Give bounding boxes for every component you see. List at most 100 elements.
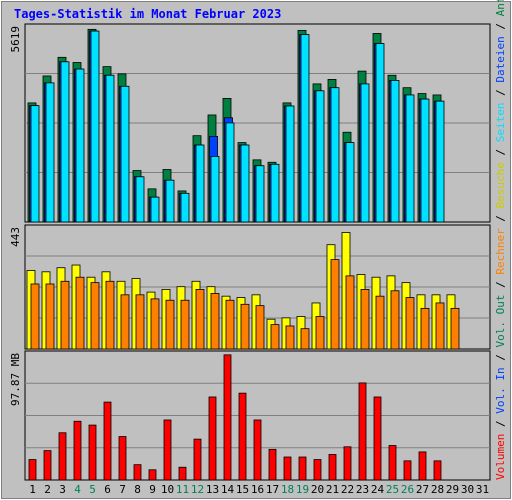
panel-visits-ylabel: 443 xyxy=(9,227,22,247)
bar-seiten-day-15 xyxy=(240,144,250,223)
bar-volumen-day-20 xyxy=(313,459,322,481)
bar-rechner-day-24 xyxy=(375,295,385,350)
bar-seiten-day-4 xyxy=(75,68,85,223)
right-legend-vol-out: Vol. Out xyxy=(494,295,507,348)
bar-volumen-day-28 xyxy=(433,460,442,481)
bar-volumen-day-9 xyxy=(148,469,157,481)
bar-seiten-day-26 xyxy=(405,94,415,223)
bar-seiten-day-10 xyxy=(165,179,175,223)
bar-rechner-day-17 xyxy=(270,324,280,350)
chart-title: Tages-Statistik im Monat Februar 2023 xyxy=(14,7,282,21)
bar-seiten-day-27 xyxy=(420,98,430,223)
bar-volumen-day-26 xyxy=(403,460,412,481)
right-legend-besuche: Besuche xyxy=(494,162,507,208)
bar-seiten-day-11 xyxy=(180,192,190,223)
bar-volumen-day-24 xyxy=(373,396,382,481)
bar-volumen-day-16 xyxy=(253,419,262,481)
bar-volumen-day-27 xyxy=(418,451,427,481)
x-tick-day-24: 24 xyxy=(371,483,385,496)
bar-seiten-day-13 xyxy=(210,156,220,223)
x-tick-day-7: 7 xyxy=(119,483,126,496)
bar-volumen-day-8 xyxy=(133,464,142,481)
bar-volumen-day-3 xyxy=(58,432,67,481)
bar-rechner-day-22 xyxy=(345,275,355,350)
bar-rechner-day-20 xyxy=(315,316,325,350)
bar-rechner-day-12 xyxy=(195,289,205,350)
bar-rechner-day-15 xyxy=(240,303,250,350)
x-tick-day-4: 4 xyxy=(74,483,81,496)
bar-volumen-day-17 xyxy=(268,448,277,481)
x-tick-day-1: 1 xyxy=(29,483,36,496)
right-legend-anfragen: Anfragen xyxy=(494,0,507,16)
x-tick-day-30: 30 xyxy=(461,483,474,496)
x-tick-day-6: 6 xyxy=(104,483,111,496)
bar-volumen-day-11 xyxy=(178,466,187,481)
bar-seiten-day-22 xyxy=(345,142,355,223)
bar-volumen-day-4 xyxy=(73,420,82,481)
right-legend-rechner: Rechner xyxy=(494,228,507,275)
bar-volumen-day-25 xyxy=(388,445,397,481)
x-tick-day-25: 25 xyxy=(386,483,399,496)
bar-seiten-day-12 xyxy=(195,144,205,223)
right-legend-vol-in: Vol. In xyxy=(494,367,507,413)
bar-volumen-day-6 xyxy=(103,401,112,481)
bar-rechner-day-8 xyxy=(135,294,145,350)
bar-volumen-day-12 xyxy=(193,438,202,481)
panel-hits-ylabel: 5619 xyxy=(9,26,22,53)
bar-seiten-day-19 xyxy=(300,34,310,223)
right-legend: Volumen / Vol. In / Vol. Out / Rechner /… xyxy=(494,0,507,480)
bar-rechner-day-4 xyxy=(75,276,85,350)
x-tick-day-23: 23 xyxy=(356,483,369,496)
x-tick-day-12: 12 xyxy=(191,483,204,496)
x-tick-day-8: 8 xyxy=(134,483,141,496)
bar-seiten-day-5 xyxy=(90,30,100,223)
bar-rechner-day-26 xyxy=(405,297,415,350)
bar-volumen-day-5 xyxy=(88,424,97,481)
bar-volumen-day-21 xyxy=(328,454,337,481)
panel-volume-ylabel: 97.87 MB xyxy=(9,353,22,406)
bar-seiten-day-2 xyxy=(45,82,55,223)
right-legend-dateien: Dateien xyxy=(494,36,507,82)
x-tick-day-3: 3 xyxy=(59,483,66,496)
bar-rechner-day-3 xyxy=(60,280,70,350)
x-tick-day-19: 19 xyxy=(296,483,309,496)
bar-volumen-day-10 xyxy=(163,419,172,481)
bar-rechner-day-18 xyxy=(285,325,295,350)
x-tick-day-11: 11 xyxy=(176,483,189,496)
right-legend-separator: / xyxy=(494,348,507,368)
right-legend-separator: / xyxy=(494,16,507,36)
bar-seiten-day-24 xyxy=(375,43,385,223)
bar-rechner-day-1 xyxy=(30,283,40,350)
bar-seiten-day-28 xyxy=(435,100,445,223)
x-tick-day-26: 26 xyxy=(401,483,414,496)
bar-rechner-day-2 xyxy=(45,283,55,350)
x-tick-day-14: 14 xyxy=(221,483,235,496)
x-tick-day-29: 29 xyxy=(446,483,459,496)
bar-seiten-day-18 xyxy=(285,105,295,223)
bar-volumen-day-13 xyxy=(208,396,217,481)
bar-seiten-day-16 xyxy=(255,165,265,223)
bar-seiten-day-20 xyxy=(315,90,325,223)
bar-rechner-day-10 xyxy=(165,299,175,350)
x-tick-day-18: 18 xyxy=(281,483,294,496)
bar-rechner-day-9 xyxy=(150,298,160,350)
x-tick-day-2: 2 xyxy=(44,483,51,496)
bar-rechner-day-21 xyxy=(330,259,340,350)
bar-seiten-day-6 xyxy=(105,74,115,223)
bar-volumen-day-14 xyxy=(223,354,232,481)
x-tick-day-17: 17 xyxy=(266,483,279,496)
bar-rechner-day-19 xyxy=(300,328,310,350)
bar-rechner-day-28 xyxy=(435,302,445,350)
bar-volumen-day-19 xyxy=(298,456,307,481)
x-tick-day-31: 31 xyxy=(476,483,489,496)
bar-rechner-day-23 xyxy=(360,289,370,350)
bar-seiten-day-21 xyxy=(330,87,340,223)
bar-rechner-day-11 xyxy=(180,299,190,350)
bar-volumen-day-22 xyxy=(343,446,352,481)
right-legend-separator: / xyxy=(494,414,507,434)
bar-seiten-day-23 xyxy=(360,83,370,223)
bar-volumen-day-15 xyxy=(238,392,247,481)
x-tick-day-15: 15 xyxy=(236,483,249,496)
right-legend-separator: / xyxy=(494,142,507,162)
